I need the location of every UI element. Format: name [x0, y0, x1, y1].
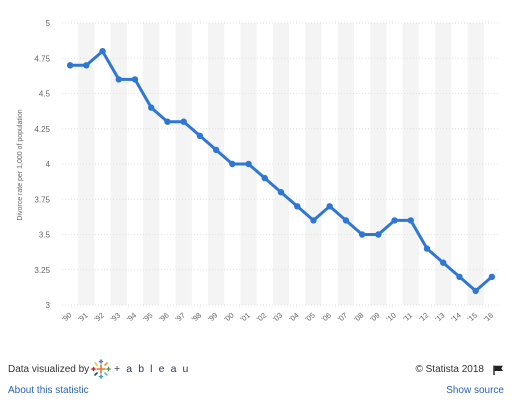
- data-point[interactable]: [148, 104, 155, 111]
- column-band: [305, 23, 322, 305]
- x-tick-label: '92: [93, 311, 106, 324]
- x-tick-label: '11: [401, 311, 414, 324]
- x-tick-label: '97: [174, 311, 187, 324]
- data-point[interactable]: [407, 217, 414, 224]
- column-band: [175, 23, 192, 305]
- data-point[interactable]: [342, 217, 350, 224]
- column-band: [143, 23, 160, 305]
- data-point[interactable]: [472, 287, 479, 295]
- y-tick-label: 5: [46, 19, 51, 28]
- grid-lines: [62, 22, 500, 306]
- column-band: [337, 23, 354, 305]
- y-tick-label: 4: [46, 160, 51, 169]
- data-point[interactable]: [277, 189, 285, 196]
- x-tick-label: '91: [76, 311, 89, 324]
- x-tick-label: '08: [352, 311, 365, 324]
- x-tick-label: '98: [190, 311, 203, 324]
- x-tick-label: '15: [466, 311, 479, 324]
- x-tick-label: '09: [368, 311, 381, 324]
- x-tick-label: '96: [157, 311, 170, 324]
- copyright-label: © Statista 2018: [415, 364, 484, 375]
- x-tick-label: '04: [287, 311, 300, 324]
- data-point[interactable]: [423, 245, 431, 252]
- y-tick-label: 4.75: [34, 54, 50, 63]
- data-point[interactable]: [456, 273, 463, 280]
- x-tick-label: '00: [222, 311, 235, 324]
- column-band: [467, 23, 484, 305]
- data-point[interactable]: [310, 217, 317, 224]
- x-tick-label: '01: [239, 311, 252, 324]
- flag-icon[interactable]: [493, 365, 504, 375]
- x-tick-label: '93: [109, 311, 122, 324]
- tableau-wordmark[interactable]: + a b l e a u: [114, 363, 190, 375]
- data-point[interactable]: [66, 62, 74, 69]
- data-point[interactable]: [196, 132, 204, 139]
- data-point[interactable]: [440, 259, 447, 266]
- x-tick-label: '90: [60, 311, 73, 324]
- data-point[interactable]: [391, 217, 398, 224]
- data-point[interactable]: [229, 160, 236, 168]
- y-tick-label: 3.75: [34, 195, 50, 204]
- x-tick-label: '03: [271, 311, 284, 324]
- data-point[interactable]: [115, 76, 122, 83]
- y-tick-label: 4.25: [34, 125, 50, 134]
- data-point[interactable]: [212, 146, 220, 154]
- x-tick-label: '95: [141, 311, 154, 324]
- data-point[interactable]: [358, 231, 366, 238]
- data-point[interactable]: [488, 273, 496, 280]
- y-tick-label: 3.25: [34, 266, 50, 275]
- show-source-link[interactable]: Show source: [446, 385, 504, 396]
- data-points: [66, 48, 496, 295]
- x-tick-label: '99: [206, 311, 219, 324]
- tableau-logo-icon[interactable]: [91, 359, 111, 379]
- x-tick-label: '14: [449, 311, 462, 324]
- footer: Data visualized by + a b l e a u About t…: [0, 347, 512, 407]
- x-tick-label: '13: [433, 311, 446, 324]
- y-axis-label: Divorce rate per 1,000 of population: [17, 109, 24, 220]
- data-point[interactable]: [294, 203, 301, 210]
- about-statistic-link[interactable]: About this statistic: [8, 385, 89, 396]
- x-tick-label: '07: [336, 311, 349, 324]
- x-tick-label: '16: [482, 311, 495, 324]
- x-tick-label: '02: [255, 311, 268, 324]
- data-point[interactable]: [245, 160, 252, 168]
- x-axis-ticks: '90'91'92'93'94'95'96'97'98'99'00'01'02 '…: [60, 311, 495, 324]
- y-axis-ticks: 3 3.25 3.5 3.75 4 4.25 4.5 4.75 5: [34, 19, 50, 310]
- data-point[interactable]: [180, 118, 187, 125]
- data-point[interactable]: [261, 174, 268, 182]
- x-tick-label: '10: [385, 311, 398, 324]
- data-point[interactable]: [99, 48, 106, 55]
- x-tick-label: '06: [320, 311, 333, 324]
- data-point[interactable]: [164, 118, 171, 125]
- y-tick-label: 3.5: [39, 231, 51, 240]
- data-point[interactable]: [326, 203, 333, 210]
- y-tick-label: 4.5: [39, 90, 51, 99]
- data-point[interactable]: [83, 62, 90, 69]
- x-tick-label: '12: [417, 311, 430, 324]
- x-tick-label: '05: [303, 311, 316, 324]
- data-visualized-by-label: Data visualized by: [8, 364, 90, 375]
- data-point[interactable]: [375, 231, 382, 238]
- data-point[interactable]: [131, 76, 139, 83]
- y-tick-label: 3: [46, 301, 51, 310]
- column-band: [370, 23, 387, 305]
- x-tick-label: '94: [125, 311, 138, 324]
